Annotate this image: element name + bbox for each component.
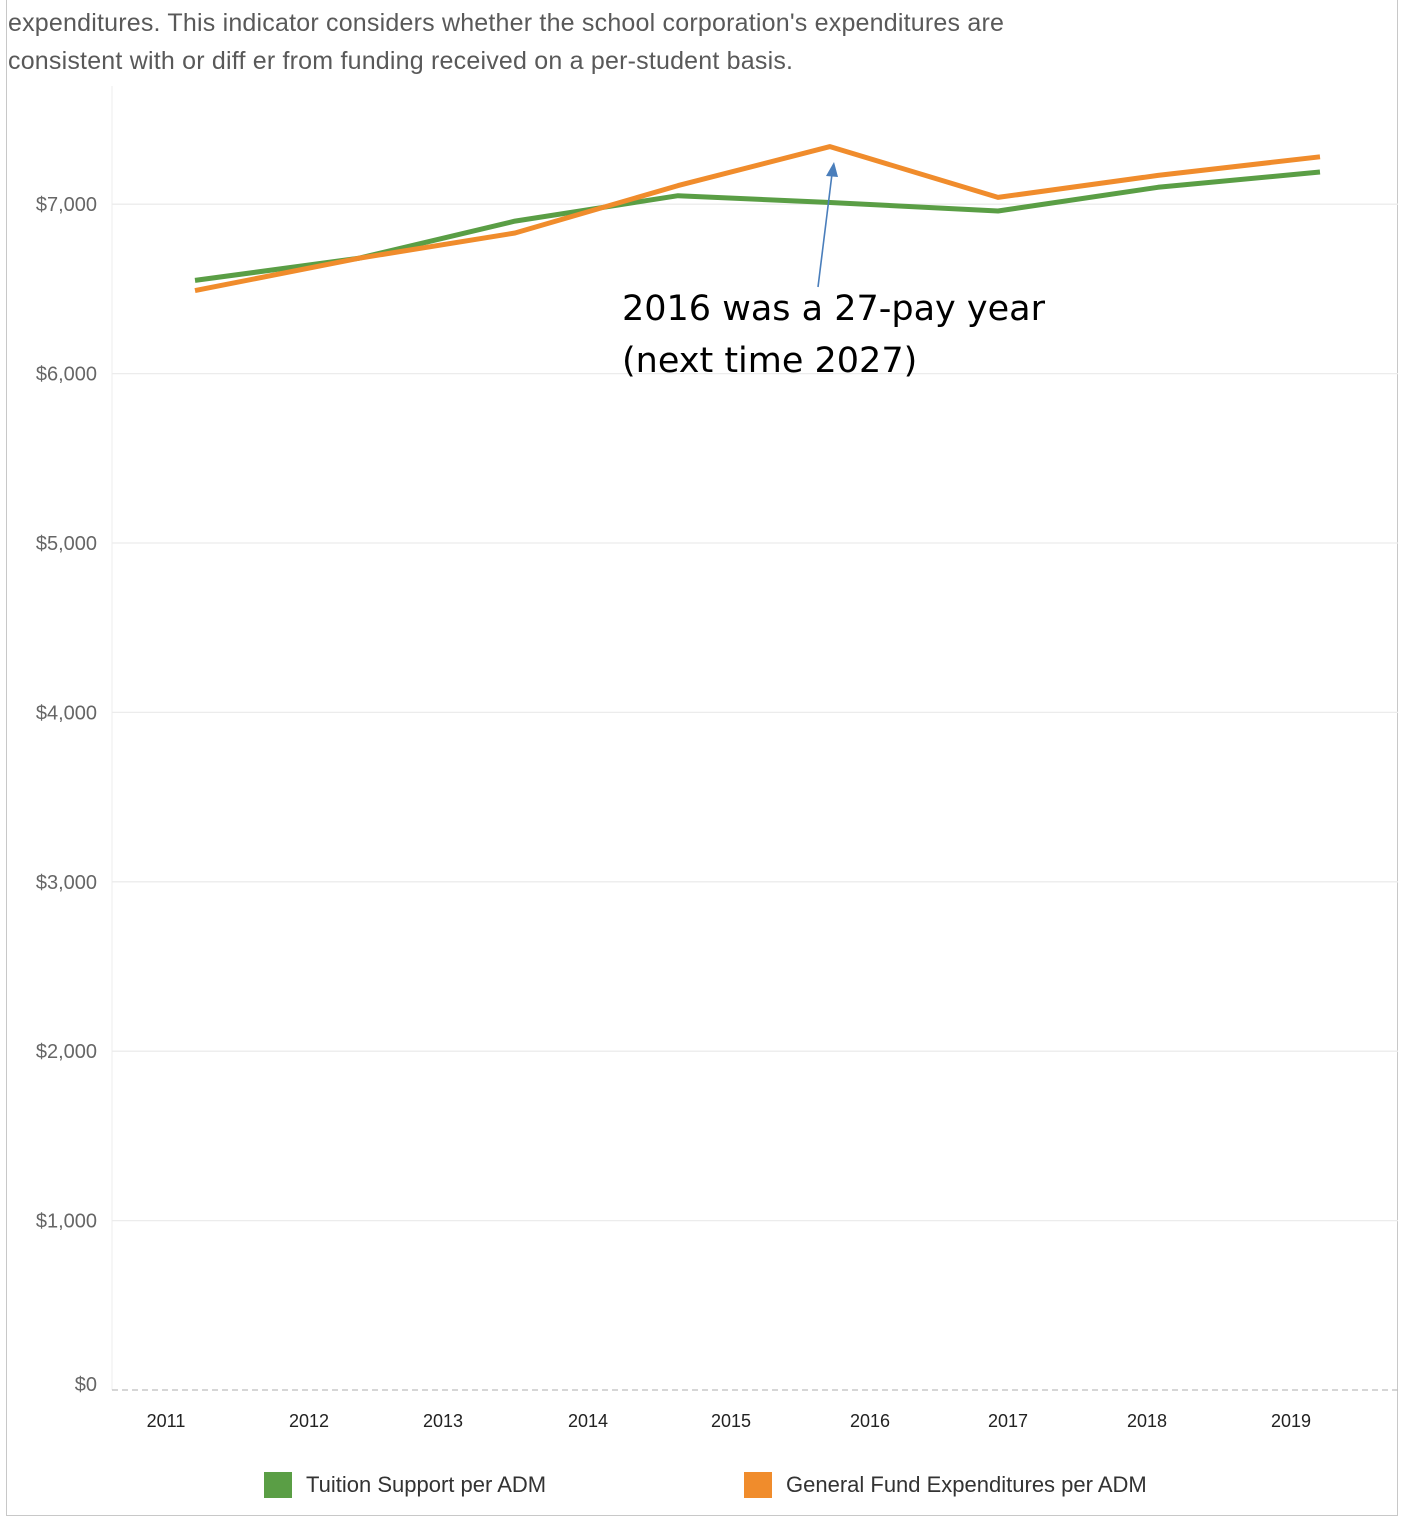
series-lines: [194, 144, 1321, 294]
legend-item-tuition: Tuition Support per ADM: [264, 1468, 546, 1502]
y-axis-ticks: $0 $1,000 $2,000 $3,000 $4,000 $5,000 $6,000 $7…: [36, 194, 97, 1396]
x-tick-label: 2015: [711, 1411, 751, 1431]
y-tick-label: $5,000: [36, 533, 97, 555]
intro-line-2: consistent with or diff er from funding …: [8, 47, 794, 75]
legend-label-expenditures: General Fund Expenditures per ADM: [786, 1472, 1147, 1497]
legend-swatch-tuition: [264, 1472, 292, 1498]
legend-swatch-expenditures: [744, 1472, 772, 1498]
x-tick-label: 2012: [289, 1411, 329, 1431]
x-tick-label: 2019: [1271, 1411, 1311, 1431]
y-tick-label: $1,000: [36, 1211, 97, 1233]
general-fund-expenditures-line: [194, 144, 1321, 294]
annotation: 2016 was a 27-pay year (next time 2027): [622, 162, 1046, 381]
annotation-line-1: 2016 was a 27-pay year: [622, 289, 1046, 329]
intro-line-1: expenditures. This indicator considers w…: [8, 9, 1005, 37]
tuition-support-line: [194, 169, 1321, 283]
chart-frame: [6, 0, 1398, 1516]
x-tick-label: 2018: [1127, 1411, 1167, 1431]
intro-text: expenditures. This indicator considers w…: [8, 4, 1388, 80]
legend-label-tuition: Tuition Support per ADM: [306, 1472, 547, 1497]
x-axis-ticks: 2011 2012 2013 2014 2015 2016 2017 2018 2019: [147, 1411, 1311, 1431]
annotation-arrowhead: [826, 162, 838, 177]
x-tick-label: 2011: [147, 1411, 186, 1431]
x-tick-label: 2016: [850, 1411, 890, 1431]
annotation-line-2: (next time 2027): [622, 341, 917, 381]
y-tick-label: $3,000: [36, 872, 97, 894]
x-tick-label: 2017: [988, 1411, 1028, 1431]
y-tick-label: $2,000: [36, 1041, 97, 1063]
gridlines: [111, 86, 1398, 1391]
y-tick-label: $7,000: [36, 194, 97, 216]
legend-item-expenditures: General Fund Expenditures per ADM: [744, 1468, 1147, 1502]
x-tick-label: 2014: [568, 1411, 608, 1431]
y-tick-label: $4,000: [36, 702, 97, 724]
y-tick-label: $6,000: [36, 364, 97, 386]
annotation-arrow: [817, 173, 833, 288]
x-tick-label: 2013: [423, 1411, 463, 1431]
y-tick-label: $0: [75, 1374, 97, 1396]
